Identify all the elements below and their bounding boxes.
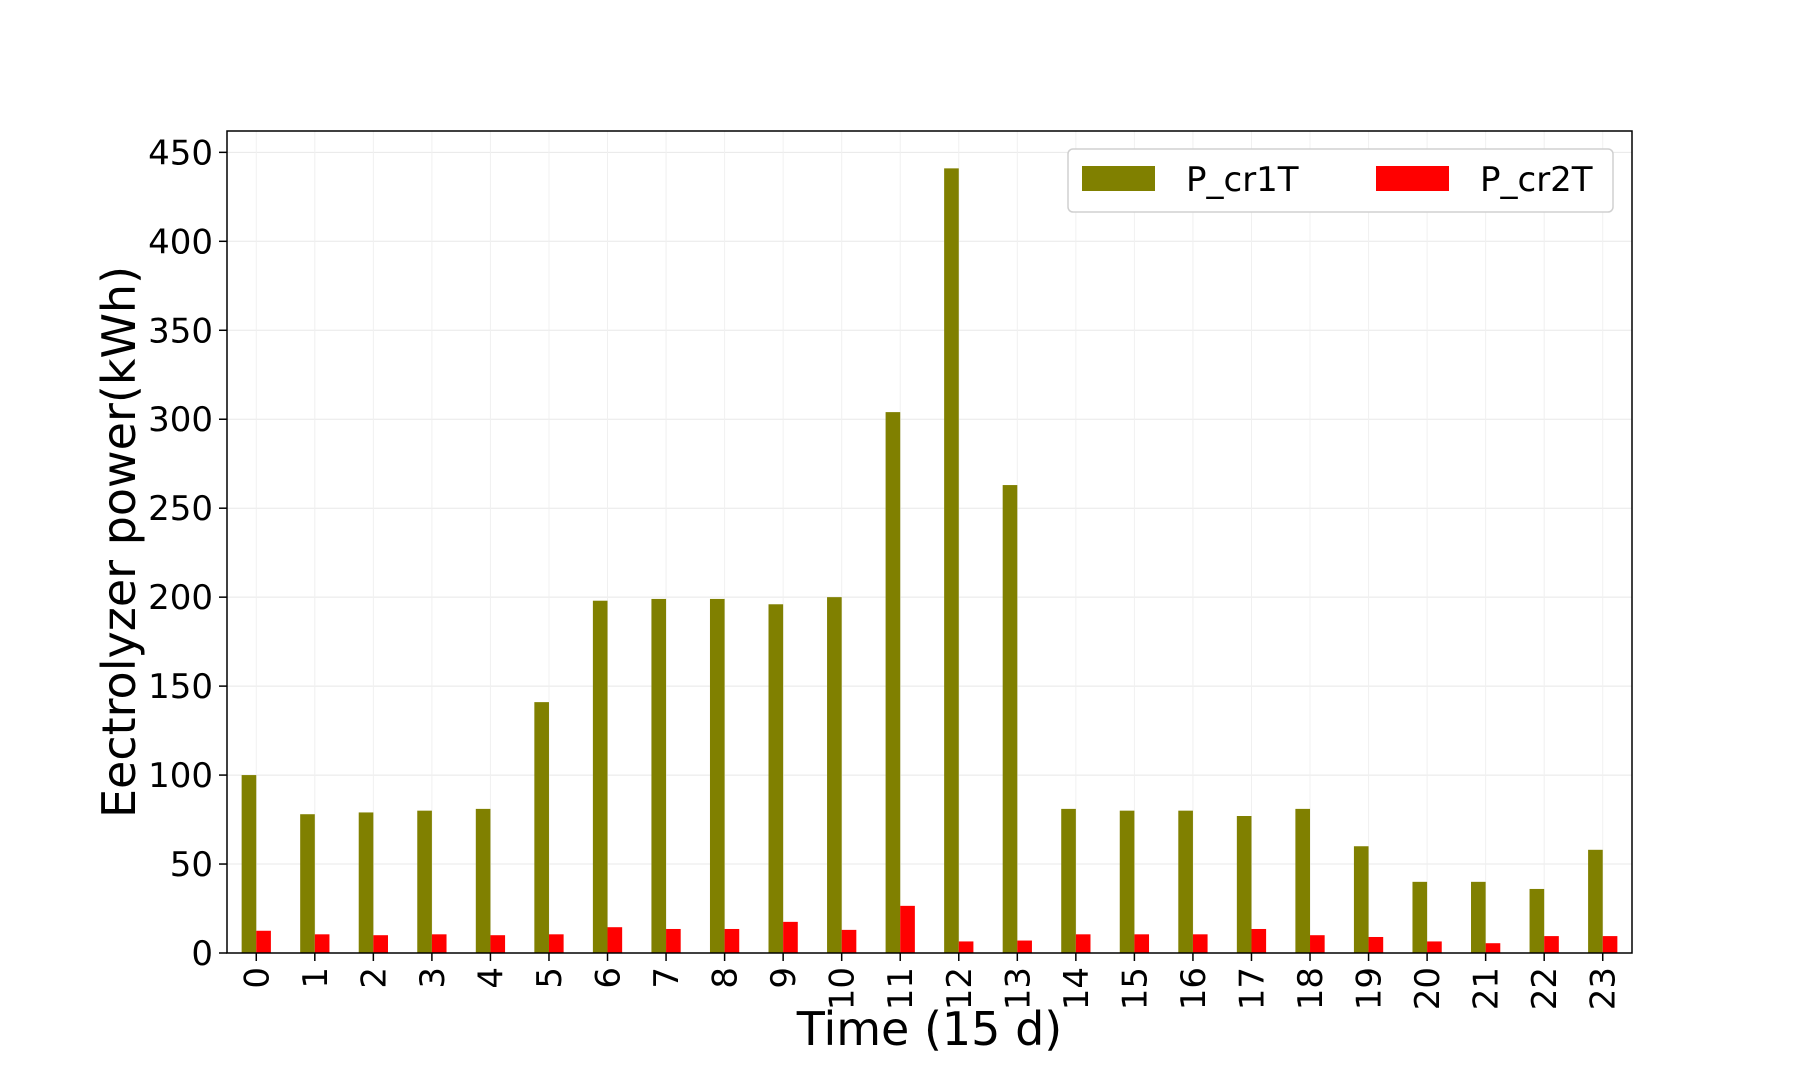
bar-P_cr1T-7	[651, 598, 667, 953]
bar-P_cr2T-4	[490, 935, 506, 953]
bar-P_cr2T-7	[666, 928, 681, 953]
x-tick-label: 6	[589, 967, 629, 989]
legend-label-P_cr1T: P_cr1T	[1186, 160, 1299, 200]
x-tick-label: 18	[1291, 967, 1331, 1010]
bar-P_cr2T-18	[1310, 935, 1325, 953]
grid-lines	[227, 131, 1632, 954]
bar-P_cr1T-10	[827, 597, 842, 953]
x-tick-label: 8	[706, 967, 746, 989]
y-tick-label: 350	[148, 311, 213, 351]
x-tick-label: 17	[1232, 967, 1272, 1010]
bar-P_cr2T-3	[431, 934, 447, 953]
bar-P_cr1T-15	[1119, 810, 1135, 953]
x-tick-label: 23	[1584, 967, 1624, 1010]
x-tick-label: 10	[823, 967, 863, 1010]
bar-P_cr2T-19	[1368, 936, 1384, 953]
bar-P_cr2T-20	[1427, 941, 1442, 953]
x-tick-label: 1	[296, 967, 336, 989]
legend-label-P_cr2T: P_cr2T	[1480, 160, 1593, 200]
bar-P_cr1T-18	[1295, 808, 1311, 953]
bar-P_cr2T-14	[1075, 934, 1091, 953]
bar-P_cr2T-11	[900, 905, 915, 953]
bar-P_cr1T-9	[768, 604, 784, 953]
x-tick-label: 2	[354, 967, 394, 989]
y-tick-label: 400	[148, 222, 213, 262]
x-tick-label: 0	[237, 967, 277, 989]
bar-P_cr1T-23	[1588, 849, 1603, 953]
bar-P_cr2T-16	[1192, 934, 1208, 953]
x-tick-label: 15	[1115, 967, 1155, 1010]
bar-P_cr2T-9	[783, 921, 798, 953]
bar-P_cr1T-5	[534, 702, 549, 953]
y-tick-label: 450	[148, 133, 213, 173]
bar-P_cr2T-0	[256, 930, 271, 953]
bar-P_cr1T-6	[592, 600, 608, 953]
bar-P_cr2T-2	[373, 935, 388, 953]
bar-P_cr1T-14	[1061, 808, 1076, 953]
y-axis: 0 50 100 150 200 250 300 350 400 450	[148, 133, 227, 974]
y-tick-label: 100	[148, 756, 213, 796]
bar-P_cr1T-13	[1002, 485, 1018, 953]
x-tick-label: 4	[471, 967, 511, 989]
bar-P_cr1T-11	[885, 412, 901, 953]
bar-P_cr1T-22	[1529, 888, 1545, 953]
bar-P_cr2T-15	[1134, 934, 1150, 953]
y-tick-label: 150	[148, 667, 213, 707]
bar-P_cr2T-6	[607, 927, 623, 953]
bar-P_cr2T-23	[1602, 936, 1618, 953]
y-axis-label: Eectrolyzer power(kWh)	[92, 266, 146, 818]
x-tick-label: 9	[764, 967, 804, 989]
x-tick-label: 14	[1057, 967, 1097, 1010]
bar-P_cr1T-2	[358, 812, 374, 953]
x-tick-label: 21	[1467, 967, 1507, 1010]
x-tick-label: 16	[1174, 967, 1214, 1010]
bar-P_cr1T-1	[300, 814, 315, 953]
legend: P_cr1T P_cr2T	[1067, 148, 1614, 213]
legend-swatch-P_cr1T	[1082, 166, 1155, 191]
bar-P_cr2T-22	[1544, 936, 1559, 953]
y-tick-label: 0	[191, 934, 213, 974]
bar-P_cr2T-13	[1017, 940, 1032, 953]
x-tick-label: 13	[998, 967, 1038, 1010]
bars-group	[241, 168, 1618, 953]
y-tick-label: 200	[148, 578, 213, 618]
bar-P_cr2T-5	[548, 934, 564, 953]
bar-P_cr1T-3	[417, 810, 432, 953]
bar-P_cr2T-1	[314, 934, 330, 953]
x-axis: 0 1 2 3 4 5 6 7 8 9 10 11 12 13 14 15 16 17 18 19 20 21 22 23	[237, 953, 1624, 1010]
bar-P_cr2T-21	[1485, 943, 1501, 953]
bar-P_cr2T-8	[724, 928, 740, 953]
x-tick-label: 7	[647, 967, 687, 989]
bar-P_cr1T-12	[944, 168, 959, 953]
x-tick-label: 12	[940, 967, 980, 1010]
bar-P_cr1T-21	[1471, 881, 1486, 953]
bar-P_cr1T-20	[1412, 881, 1428, 953]
y-tick-label: 300	[148, 400, 213, 440]
x-tick-label: 5	[530, 967, 570, 989]
bar-P_cr2T-12	[958, 941, 974, 953]
y-tick-label: 250	[148, 489, 213, 529]
x-tick-label: 11	[881, 967, 921, 1010]
plot-frame	[226, 130, 1633, 954]
legend-box	[1067, 148, 1614, 213]
y-tick-label: 50	[170, 845, 213, 885]
bar-P_cr2T-10	[841, 929, 857, 953]
bar-P_cr1T-8	[709, 598, 725, 953]
x-tick-label: 19	[1350, 967, 1390, 1010]
legend-swatch-P_cr2T	[1376, 166, 1449, 191]
bar-P_cr1T-17	[1236, 816, 1252, 953]
bar-P_cr1T-16	[1178, 810, 1193, 953]
bar-P_cr1T-0	[241, 775, 257, 953]
x-axis-label: Time (15 d)	[796, 1002, 1062, 1056]
bar-P_cr1T-4	[475, 808, 491, 953]
x-tick-label: 20	[1408, 967, 1448, 1010]
bar-P_cr2T-17	[1251, 928, 1267, 953]
x-tick-label: 3	[413, 967, 453, 989]
bar-P_cr1T-19	[1353, 846, 1369, 953]
x-tick-label: 22	[1525, 967, 1565, 1010]
